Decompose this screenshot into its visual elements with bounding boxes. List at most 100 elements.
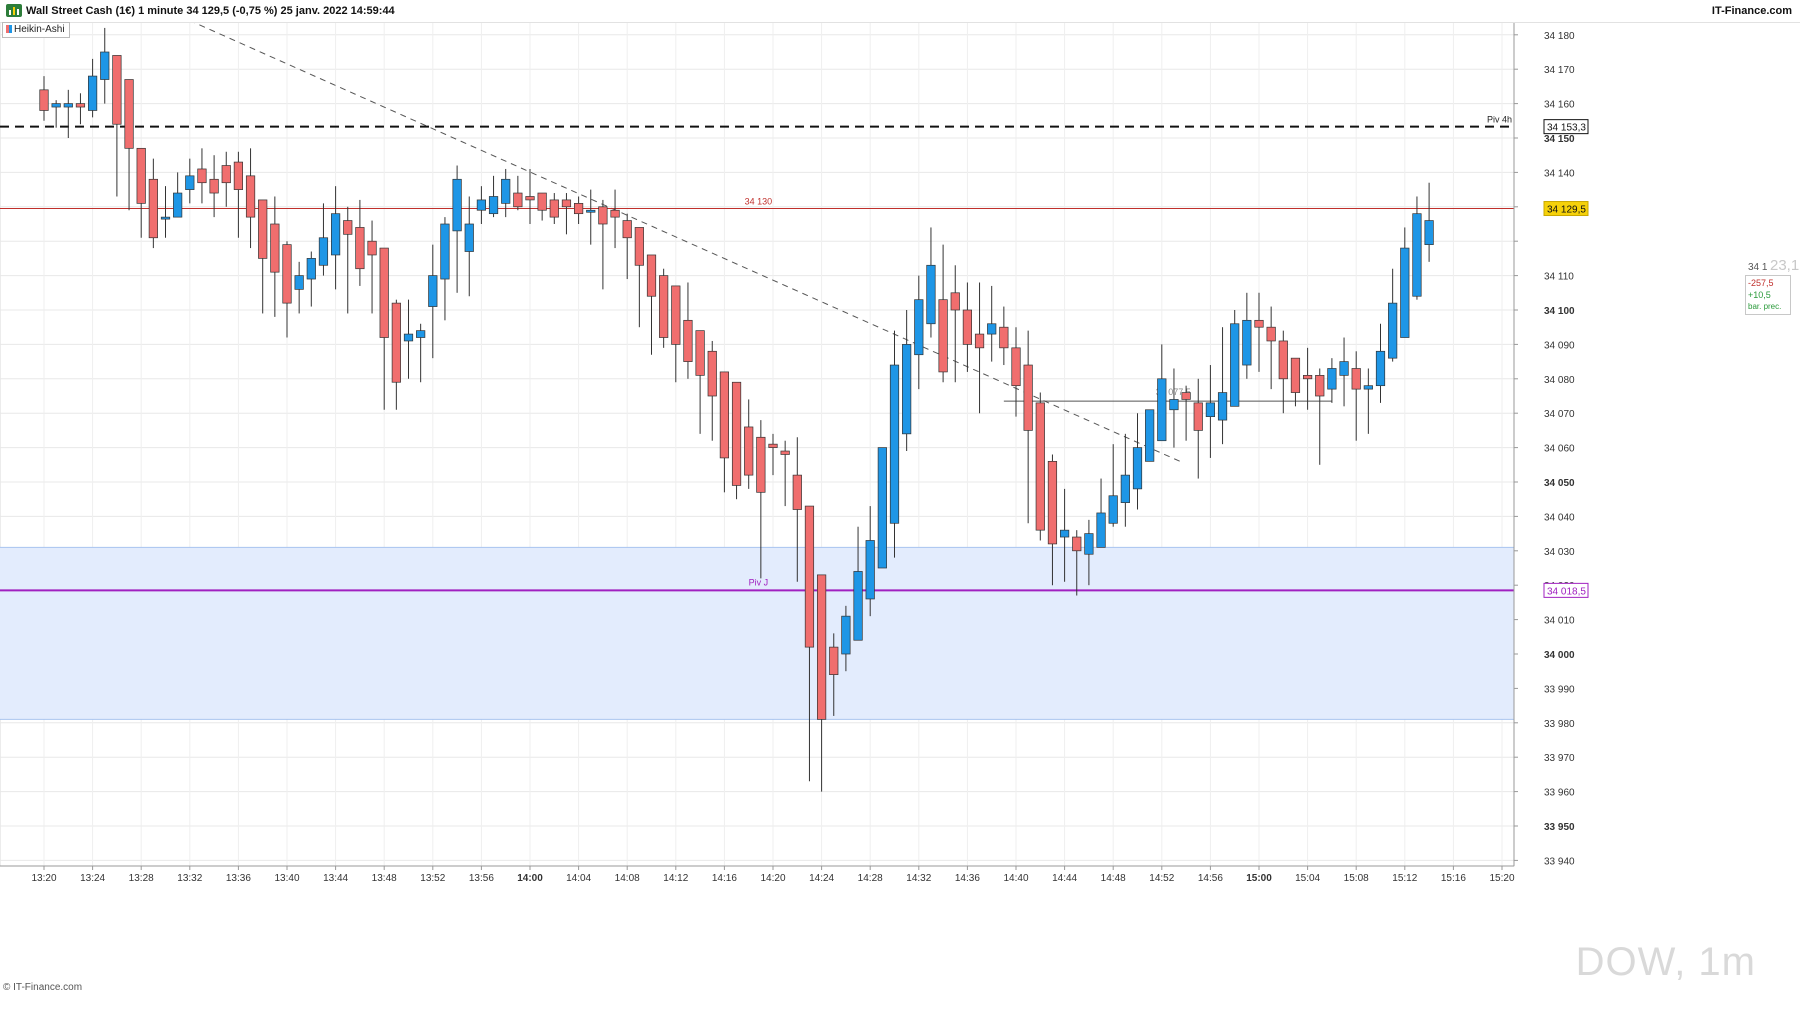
- candle-up[interactable]: [1412, 213, 1422, 297]
- candle-up[interactable]: [1230, 323, 1240, 407]
- candle-up[interactable]: [853, 571, 863, 641]
- candle-down[interactable]: [962, 309, 973, 345]
- candle-down[interactable]: [792, 474, 802, 510]
- candle-up[interactable]: [889, 364, 900, 524]
- candle-down[interactable]: [270, 223, 280, 273]
- candle-down[interactable]: [561, 199, 572, 208]
- candle-up[interactable]: [987, 323, 997, 335]
- candle-down[interactable]: [1315, 375, 1325, 397]
- candle-up[interactable]: [63, 103, 73, 108]
- candle-down[interactable]: [610, 209, 620, 218]
- candle-up[interactable]: [1424, 220, 1434, 245]
- candle-down[interactable]: [1290, 357, 1301, 393]
- candle-up[interactable]: [464, 223, 474, 252]
- candle-up[interactable]: [185, 175, 195, 190]
- candle-down[interactable]: [646, 254, 657, 297]
- candle-up[interactable]: [1132, 447, 1143, 490]
- candle-down[interactable]: [731, 381, 742, 486]
- candle-down[interactable]: [999, 326, 1009, 349]
- candle-down[interactable]: [355, 227, 365, 270]
- candle-down[interactable]: [209, 178, 219, 194]
- candle-down[interactable]: [744, 426, 754, 476]
- candle-down[interactable]: [1072, 536, 1082, 552]
- candle-down[interactable]: [233, 161, 243, 190]
- candle-up[interactable]: [476, 199, 486, 211]
- candle-down[interactable]: [549, 199, 559, 218]
- candle-down[interactable]: [537, 192, 547, 211]
- candle-up[interactable]: [1205, 402, 1216, 417]
- candle-up[interactable]: [1363, 385, 1373, 390]
- candle-down[interactable]: [1302, 375, 1313, 380]
- candle-down[interactable]: [573, 203, 584, 215]
- candle-down[interactable]: [695, 330, 705, 376]
- brand-link[interactable]: IT-Finance.com: [1711, 5, 1792, 17]
- candle-down[interactable]: [367, 240, 377, 256]
- candle-down[interactable]: [112, 55, 122, 125]
- candle-down[interactable]: [598, 206, 608, 225]
- candle-up[interactable]: [877, 447, 887, 569]
- candle-down[interactable]: [525, 196, 535, 201]
- candle-up[interactable]: [1084, 533, 1094, 555]
- candle-down[interactable]: [1035, 402, 1045, 531]
- candle-down[interactable]: [282, 244, 292, 304]
- candle-up[interactable]: [1108, 495, 1118, 524]
- candle-up[interactable]: [1096, 512, 1106, 548]
- candle-down[interactable]: [768, 443, 778, 448]
- candle-up[interactable]: [488, 196, 499, 215]
- candle-up[interactable]: [1388, 302, 1398, 359]
- candle-down[interactable]: [136, 147, 146, 204]
- candle-down[interactable]: [719, 371, 730, 459]
- candle-down[interactable]: [1254, 319, 1264, 328]
- candle-down[interactable]: [950, 292, 960, 311]
- candle-up[interactable]: [318, 237, 329, 266]
- candle-down[interactable]: [197, 168, 207, 184]
- candle-up[interactable]: [294, 275, 304, 290]
- candle-up[interactable]: [1059, 529, 1070, 538]
- candle-up[interactable]: [173, 192, 183, 218]
- candle-up[interactable]: [1120, 474, 1130, 503]
- candle-down[interactable]: [1181, 392, 1191, 400]
- candle-down[interactable]: [513, 192, 523, 208]
- candle-up[interactable]: [1327, 368, 1337, 390]
- candle-up[interactable]: [1242, 319, 1252, 366]
- candle-down[interactable]: [1193, 402, 1203, 431]
- candle-down[interactable]: [1011, 347, 1021, 387]
- candle-up[interactable]: [51, 103, 61, 108]
- candle-down[interactable]: [1278, 340, 1288, 380]
- candle-down[interactable]: [659, 275, 669, 338]
- candle-down[interactable]: [148, 178, 158, 239]
- candle-down[interactable]: [221, 165, 231, 184]
- candle-up[interactable]: [440, 223, 450, 280]
- candle-down[interactable]: [756, 436, 766, 493]
- candle-up[interactable]: [1145, 409, 1155, 462]
- candle-down[interactable]: [258, 199, 268, 259]
- indicator-tag[interactable]: Heikin-Ashi: [2, 22, 70, 38]
- candle-up[interactable]: [160, 216, 171, 220]
- candle-down[interactable]: [1047, 461, 1058, 545]
- trendline[interactable]: [129, 0, 1181, 462]
- candle-up[interactable]: [501, 178, 511, 204]
- candle-down[interactable]: [379, 247, 389, 338]
- candle-down[interactable]: [1023, 364, 1033, 431]
- candle-up[interactable]: [926, 264, 936, 325]
- candle-down[interactable]: [391, 302, 401, 383]
- candle-up[interactable]: [841, 615, 851, 655]
- candle-down[interactable]: [1351, 368, 1361, 390]
- candle-up[interactable]: [1157, 378, 1167, 442]
- candle-up[interactable]: [1375, 350, 1386, 387]
- candle-down[interactable]: [683, 319, 693, 362]
- candle-down[interactable]: [938, 299, 948, 373]
- candle-down[interactable]: [804, 505, 815, 648]
- candle-up[interactable]: [586, 209, 596, 213]
- candle-down[interactable]: [622, 220, 632, 239]
- candle-up[interactable]: [416, 330, 426, 338]
- candle-down[interactable]: [707, 350, 717, 397]
- candle-up[interactable]: [902, 344, 912, 435]
- candle-up[interactable]: [865, 540, 875, 600]
- candle-up[interactable]: [452, 178, 462, 232]
- candle-up[interactable]: [100, 51, 110, 80]
- candle-down[interactable]: [829, 646, 839, 675]
- candle-up[interactable]: [1339, 361, 1349, 376]
- candle-up[interactable]: [1400, 247, 1410, 338]
